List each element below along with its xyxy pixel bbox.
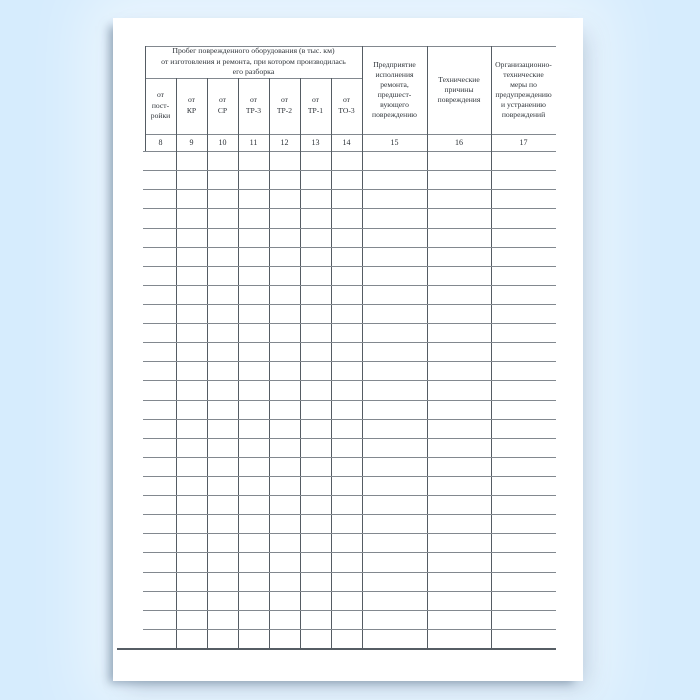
table-row-divider [143,456,556,458]
column-number-15: 15 [390,138,399,147]
table-row-divider [143,571,556,573]
column-number-9: 9 [189,138,194,147]
grid-line-header-left-border [145,46,146,151]
grid-line-group-bottom [145,78,362,79]
grid-line-col-divider [238,78,239,649]
table-row-divider [143,552,556,554]
column-header-10: от СР [217,95,228,115]
table-header-group-mileage: Пробег поврежденного оборудования (в тыс… [161,45,346,77]
grid-line-col-divider [491,46,492,649]
table-row-divider [143,609,556,611]
column-number-17: 17 [519,138,528,147]
column-header-14: от ТО-3 [338,95,355,115]
table-row-divider [143,628,556,630]
column-number-10: 10 [218,138,227,147]
column-header-17: Организационно- технические меры по пред… [495,59,552,120]
grid-line-col-divider [207,78,208,649]
grid-line-col-divider [427,46,428,649]
column-number-11: 11 [249,138,258,147]
table-row-divider [143,227,556,229]
document-page: Пробег поврежденного оборудования (в тыс… [113,18,583,681]
table-row-divider [143,246,556,248]
table-row-divider [143,476,556,477]
column-header-11: от ТР-3 [245,95,262,115]
column-header-13: от ТР-1 [307,95,324,115]
column-number-16: 16 [455,138,463,147]
table-row-divider [143,437,556,439]
grid-line-numbers-bottom [143,151,556,152]
column-number-14: 14 [342,138,351,147]
table-row-divider [143,323,556,324]
table-row-divider [143,514,556,516]
column-number-13: 13 [311,138,320,147]
grid-line-col-divider [362,46,363,649]
column-header-9: от КР [186,95,197,115]
column-header-12: от ТР-2 [276,95,293,115]
column-header-15: Предприятие исполнения ремонта, предшест… [372,59,417,120]
grid-line-col-divider [331,78,332,649]
column-number-12: 12 [280,138,289,147]
table-row-divider [143,170,556,172]
table-row-divider [143,495,556,497]
grid-line-table-top [145,46,556,47]
table-row-divider [143,361,556,363]
table-row-divider [143,418,556,420]
table-row-divider [143,399,556,401]
table-row-divider [143,189,556,191]
table-row-divider [143,284,556,286]
table-row-divider [143,303,556,305]
grid-line-col-divider [176,78,177,649]
column-number-8: 8 [158,138,163,147]
column-header-16: Технические причины повреждения [437,74,481,105]
column-header-8: от пост- ройки [150,90,171,121]
table-row-divider [143,533,556,535]
table-row-divider [143,380,556,382]
grid-line-col-divider [269,78,270,649]
table-row-divider [143,208,556,210]
table-row-divider [143,590,556,592]
table-row-divider [143,265,556,267]
grid-line-header-bottom [145,134,556,135]
table-row-divider [143,342,556,344]
grid-line-table-bottom [117,648,556,650]
grid-line-col-divider [300,78,301,649]
